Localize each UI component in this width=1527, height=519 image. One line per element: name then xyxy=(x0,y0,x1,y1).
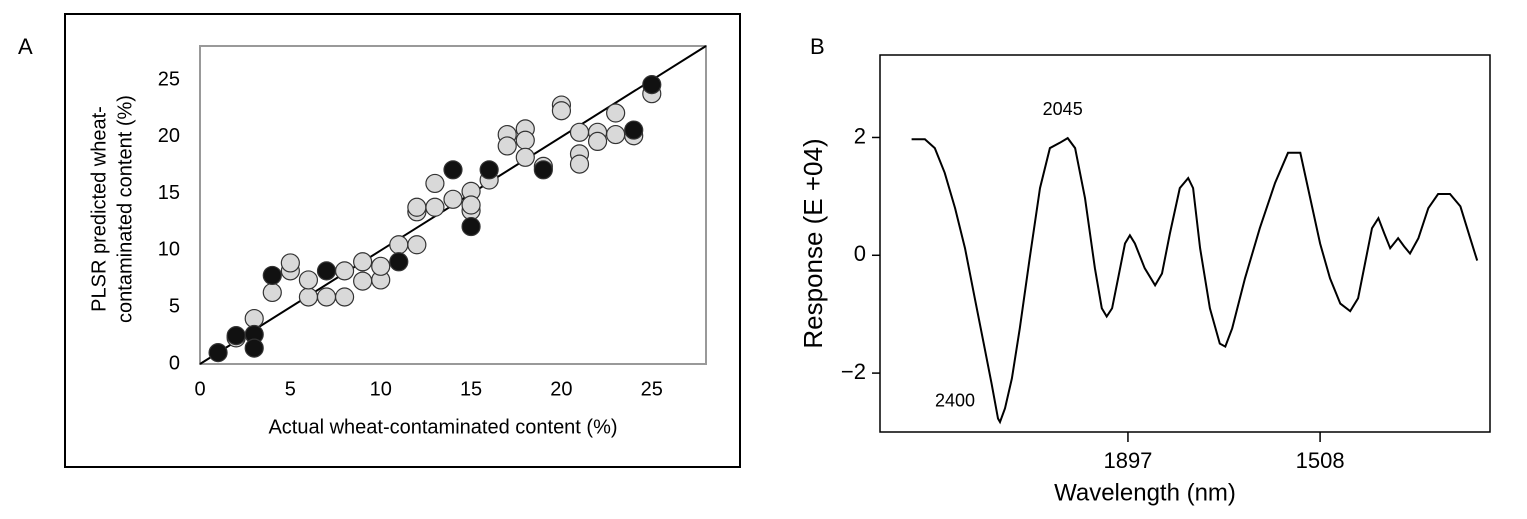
point xyxy=(515,147,535,167)
point xyxy=(298,287,319,307)
x-tick-label: 15 xyxy=(460,378,482,400)
spectrum-line xyxy=(911,136,1479,425)
y-tick-label: 20 xyxy=(158,125,180,147)
point xyxy=(389,235,409,255)
point xyxy=(244,308,264,329)
panel-letter: B xyxy=(810,34,825,59)
point xyxy=(353,252,373,272)
plot-frame xyxy=(879,54,1491,433)
y-tick-label: 25 xyxy=(158,68,180,90)
point xyxy=(262,282,282,303)
point xyxy=(316,287,337,307)
point xyxy=(371,256,391,276)
point xyxy=(389,252,409,272)
point xyxy=(533,160,553,180)
point xyxy=(624,120,644,140)
point xyxy=(606,124,626,145)
x-tick-label: 10 xyxy=(370,378,392,400)
point xyxy=(606,103,626,123)
point xyxy=(551,101,572,121)
point xyxy=(298,270,319,290)
point xyxy=(515,130,535,150)
plot-frame xyxy=(199,45,707,365)
y-tick-label: 0 xyxy=(854,241,866,266)
point xyxy=(569,122,590,142)
y-tick-label: 2 xyxy=(854,123,866,148)
x-tick-label: 1897 xyxy=(1103,448,1152,473)
point xyxy=(353,271,373,291)
point xyxy=(497,136,517,156)
y-tick-label: −2 xyxy=(841,359,866,384)
point xyxy=(407,197,427,217)
point xyxy=(425,197,445,217)
y-axis-label: contaminated content (%) xyxy=(114,95,136,323)
point xyxy=(569,154,590,174)
x-tick-label: 20 xyxy=(550,378,572,400)
point xyxy=(334,287,355,307)
point xyxy=(244,338,264,358)
point xyxy=(587,131,608,151)
panel-letter: A xyxy=(18,34,33,59)
y-tick-label: 10 xyxy=(158,239,180,261)
y-axis-label: Response (E +04) xyxy=(798,138,828,348)
annotation: 2045 xyxy=(1043,99,1083,119)
point xyxy=(226,326,246,346)
point xyxy=(208,343,228,363)
point xyxy=(443,189,463,209)
point xyxy=(280,253,300,273)
point xyxy=(262,265,282,286)
x-tick-label: 5 xyxy=(285,378,296,400)
y-axis-label: PLSR predicted wheat- xyxy=(88,106,110,312)
point xyxy=(316,261,337,281)
x-tick-label: 25 xyxy=(641,378,663,400)
point xyxy=(461,216,481,237)
point xyxy=(443,160,463,180)
x-tick-label: 0 xyxy=(194,378,205,400)
annotation: 2400 xyxy=(935,391,975,411)
y-tick-label: 15 xyxy=(158,182,180,204)
point xyxy=(479,160,499,180)
point xyxy=(642,75,662,95)
x-axis-label: Actual wheat-contaminated content (%) xyxy=(268,416,617,438)
panel-border xyxy=(64,13,741,468)
point xyxy=(461,195,481,215)
y-tick-label: 5 xyxy=(169,295,180,317)
x-axis-label: Wavelength (nm) xyxy=(1054,479,1236,506)
point xyxy=(407,235,427,255)
point xyxy=(334,261,355,281)
point xyxy=(425,173,445,194)
y-tick-label: 0 xyxy=(169,352,180,374)
x-tick-label: 1508 xyxy=(1296,448,1345,473)
